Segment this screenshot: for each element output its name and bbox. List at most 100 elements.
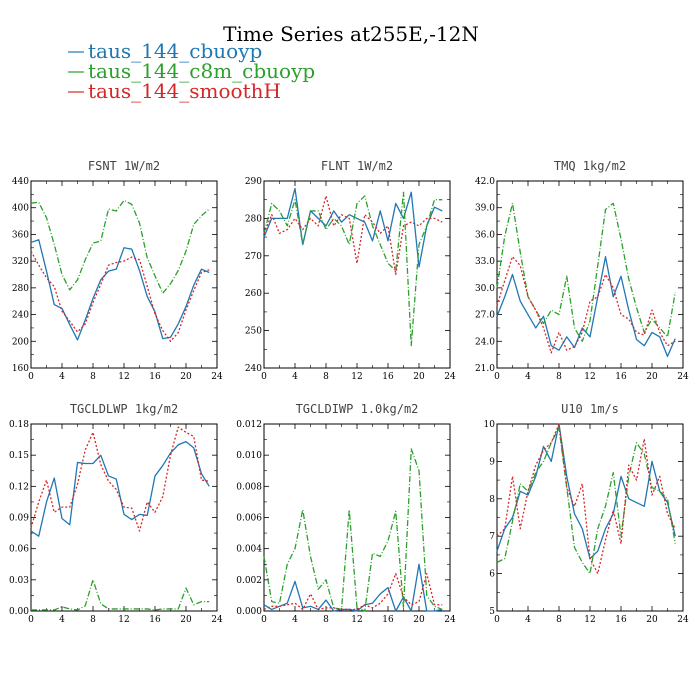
series-line-2 [30,250,210,342]
x-tick-label: 16 [382,615,394,625]
y-tick-label: 8 [489,495,495,505]
series-line-2 [263,572,443,611]
x-tick-label: 4 [59,615,65,625]
panel-title: FLNT 1W/m2 [321,159,393,173]
plot-frame [263,180,451,369]
legend: taus_144_cbuoyptaus_144_c8m_cbuoyptaus_1… [68,39,315,103]
x-tick-label: 24 [211,372,223,382]
plot-frame [496,423,684,612]
x-tick-label: 4 [292,615,298,625]
y-tick-label: 5 [489,607,495,617]
panel-5: U10 1m/s 0 4 8 12 16 20 24 5 6 7 8 9 10 [484,402,689,625]
plot-frame [496,180,684,369]
series-line-0 [30,239,210,341]
legend-label-2: taus_144_smoothH [88,79,281,103]
y-tick-label: 240 [12,311,29,321]
series-line-2 [263,195,443,276]
y-tick-label: 21.0 [475,364,495,374]
x-tick-label: 20 [413,615,425,625]
y-tick-label: 0.03 [9,576,29,586]
panel-title: U10 1m/s [561,402,619,416]
y-tick-label: 200 [12,337,29,347]
y-tick-label: 0.00 [9,607,29,617]
x-tick-label: 24 [677,615,689,625]
y-tick-label: 0.15 [9,451,29,461]
y-tick-label: 30.0 [475,284,495,294]
x-tick-label: 24 [211,615,223,625]
y-tick-label: 360 [12,230,29,240]
y-tick-label: 0.008 [236,482,262,492]
y-tick-label: 250 [245,327,262,337]
y-tick-label: 280 [245,214,262,224]
x-tick-label: 12 [351,615,362,625]
y-tick-label: 0.012 [236,420,262,430]
x-tick-label: 4 [525,372,531,382]
x-tick-label: 20 [646,615,658,625]
x-tick-label: 16 [149,372,161,382]
series-line-0 [496,423,676,560]
y-tick-label: 33.0 [475,257,495,267]
y-tick-label: 270 [245,252,262,262]
y-tick-label: 9 [489,457,495,467]
y-tick-label: 0.06 [9,545,29,555]
x-tick-label: 20 [646,372,658,382]
y-tick-label: 160 [12,364,29,374]
plot-frame [30,180,218,369]
x-tick-label: 12 [351,372,362,382]
chart-panels: FSNT 1W/m20 4 8 12 16 20 241602002402803203604… [9,159,689,625]
panel-3: TGCLDLWP 1kg/m2 0 4 8 12 16 20 24 0.00 0.03 0.06 0.… [9,402,223,625]
y-tick-label: 27.0 [475,311,495,321]
x-tick-label: 8 [323,615,329,625]
x-tick-label: 16 [382,372,394,382]
y-tick-label: 0.12 [9,482,29,492]
y-tick-label: 0.006 [236,514,262,524]
series-line-1 [496,427,676,575]
legend-label-1: taus_144_c8m_cbuoyp [88,59,315,83]
x-tick-label: 16 [615,615,627,625]
panel-0: FSNT 1W/m2 0 4 8 12 16 20 24 160 200 240 280 320 360 4… [12,159,223,382]
x-tick-label: 0 [28,615,34,625]
y-tick-label: 290 [245,177,262,187]
x-tick-label: 24 [444,372,456,382]
y-tick-label: 240 [245,364,262,374]
y-tick-label: 42.0 [475,177,495,187]
y-tick-label: 24.0 [475,337,495,347]
y-tick-label: 7 [489,532,495,542]
panel-2: TMQ 1kg/m2 0 4 8 12 16 20 24 21.0 24.0 27.0 30.0 33.… [475,159,689,382]
x-tick-label: 0 [28,372,34,382]
y-tick-label: 280 [12,284,29,294]
x-tick-label: 8 [556,372,562,382]
x-tick-label: 20 [413,372,425,382]
series-line-2 [496,256,676,354]
y-tick-label: 0.000 [236,607,262,617]
plot-frame [30,423,218,612]
x-tick-label: 24 [677,372,689,382]
y-tick-label: 0.010 [236,451,262,461]
y-tick-label: 400 [12,204,29,214]
y-tick-label: 39.0 [475,204,495,214]
y-tick-label: 0.002 [236,576,262,586]
x-tick-label: 8 [90,372,96,382]
x-tick-label: 8 [323,372,329,382]
x-tick-label: 16 [615,372,627,382]
x-tick-label: 12 [118,372,129,382]
x-tick-label: 16 [149,615,161,625]
panel-title: FSNT 1W/m2 [88,159,160,173]
panel-title: TGCLDIWP 1.0kg/m2 [296,402,419,416]
x-tick-label: 24 [444,615,456,625]
y-tick-label: 6 [489,570,495,580]
series-line-0 [263,187,443,268]
series-line-1 [263,448,443,612]
x-tick-label: 4 [59,372,65,382]
x-tick-label: 0 [494,372,500,382]
y-tick-label: 440 [12,177,29,187]
figure-title: Time Series at255E,-12N [223,22,479,46]
panel-1: FLNT 1W/m2 0 4 8 12 16 20 24 240 250 260 270 280 290 [245,159,456,382]
series-line-2 [496,423,676,575]
series-line-0 [263,563,443,612]
panel-title: TGCLDLWP 1kg/m2 [70,402,178,416]
x-tick-label: 0 [494,615,500,625]
y-tick-label: 260 [245,289,262,299]
x-tick-label: 20 [180,615,192,625]
panel-title: TMQ 1kg/m2 [554,159,626,173]
